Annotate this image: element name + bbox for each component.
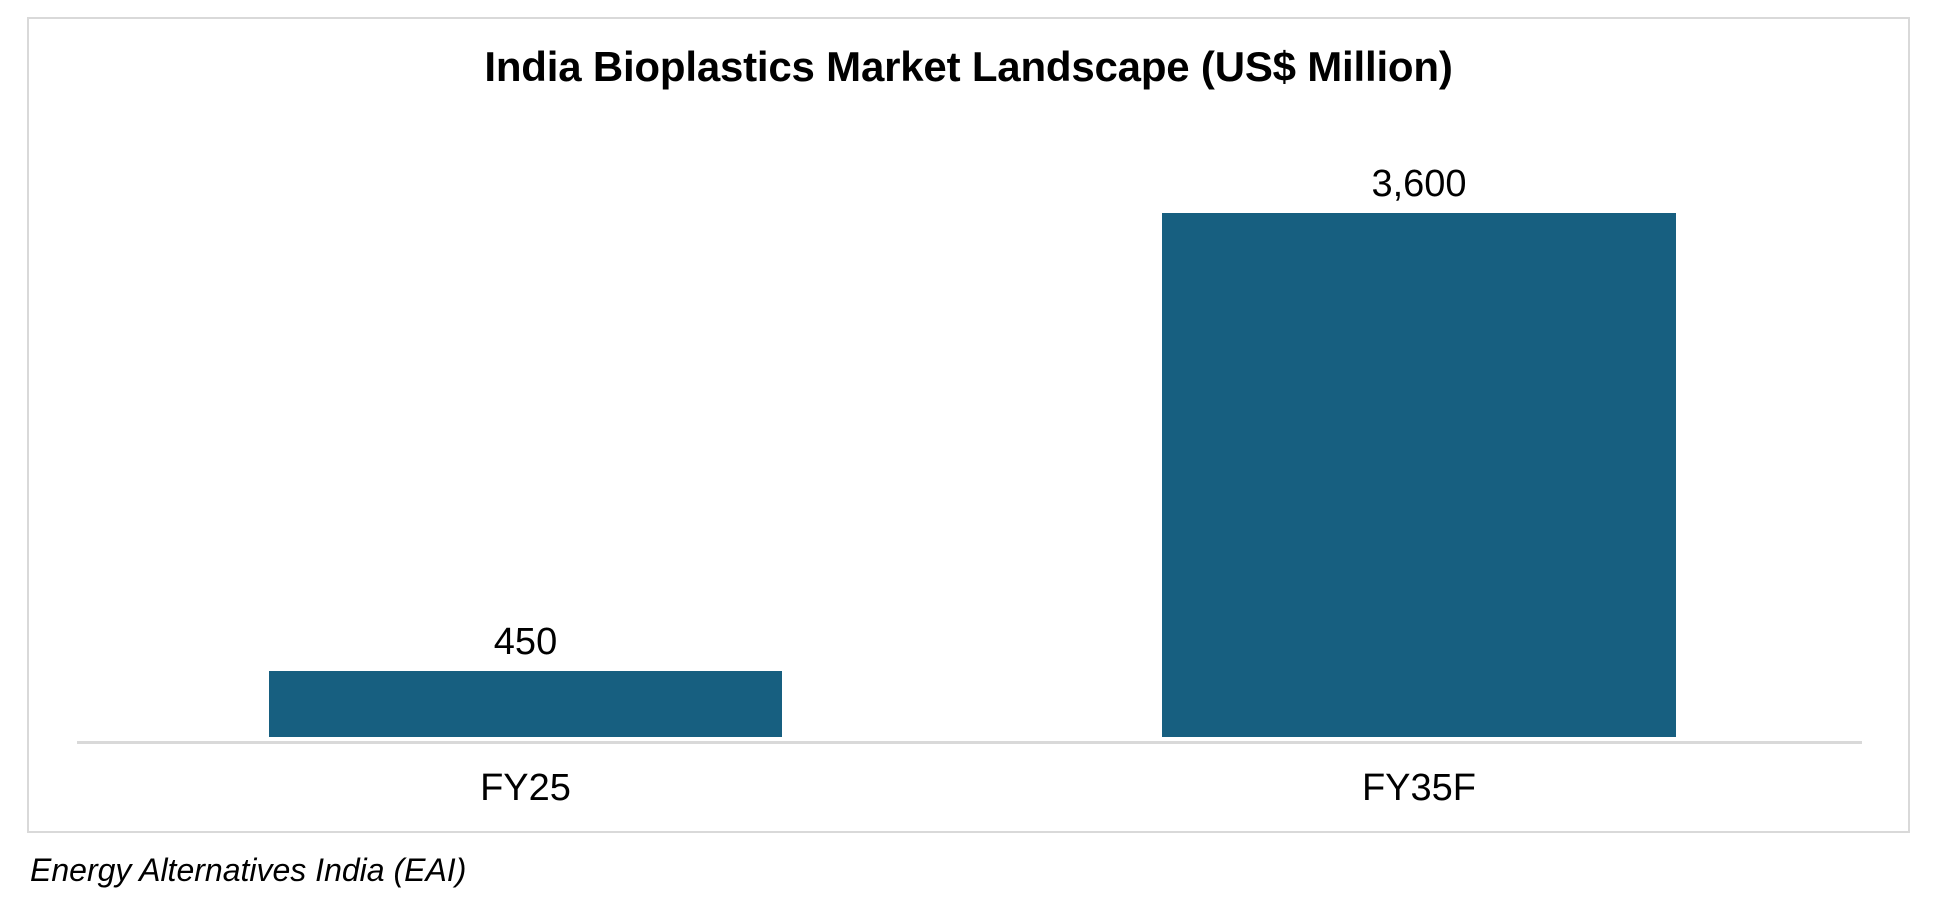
bar-fy25[interactable]	[269, 671, 782, 737]
source-caption: Energy Alternatives India (EAI)	[30, 852, 467, 888]
bar-fy35f[interactable]	[1162, 213, 1676, 737]
value-label-fy25: 450	[493, 621, 558, 663]
chart-title: India Bioplastics Market Landscape (US$ …	[484, 43, 1453, 90]
chart-frame: India Bioplastics Market Landscape (US$ …	[27, 17, 1910, 833]
category-label-fy35f: FY35F	[1361, 767, 1477, 809]
category-label-fy25: FY25	[480, 767, 571, 809]
category-axis-line	[77, 741, 1862, 744]
value-label-fy35f: 3,600	[1371, 163, 1467, 205]
plot-area: 450 3,600 FY25 FY35F	[29, 19, 1908, 831]
